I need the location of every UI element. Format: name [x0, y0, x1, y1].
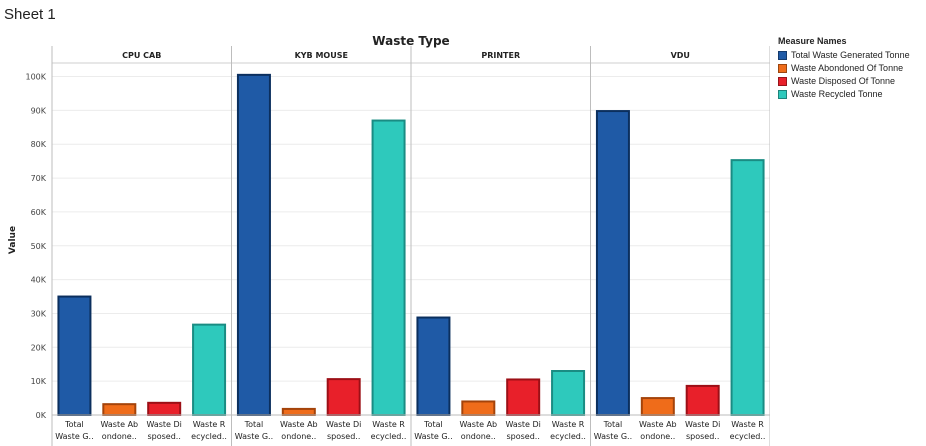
x-tick-label: ecycled.. — [371, 432, 407, 441]
y-tick-label: 80K — [31, 140, 47, 149]
x-tick-label: Total — [64, 420, 84, 429]
x-tick-label: Total — [603, 420, 623, 429]
y-tick-label: 70K — [31, 174, 47, 183]
x-tick-label: Waste G.. — [594, 432, 632, 441]
x-tick-label: Waste G.. — [55, 432, 93, 441]
y-tick-label: 60K — [31, 208, 47, 217]
x-tick-label: ondone.. — [281, 432, 316, 441]
x-tick-label: ecycled.. — [550, 432, 586, 441]
legend-label: Waste Abondoned Of Tonne — [791, 63, 904, 73]
y-tick-label: 30K — [31, 309, 47, 318]
chart-title: Waste Type — [372, 34, 449, 48]
x-tick-label: ecycled.. — [191, 432, 227, 441]
x-tick-label: ecycled.. — [730, 432, 766, 441]
x-tick-label: Waste R — [552, 420, 585, 429]
bar — [102, 403, 137, 416]
legend-items: Total Waste Generated Tonne Waste Abondon… — [778, 50, 923, 99]
legend-item: Total Waste Generated Tonne — [778, 50, 923, 60]
x-tick-label: Waste G.. — [235, 432, 273, 441]
bars — [57, 73, 765, 417]
x-tick-label: Total — [244, 420, 264, 429]
y-tick-label: 50K — [31, 242, 47, 251]
x-tick-label: sposed.. — [147, 432, 180, 441]
x-tick-label: sposed.. — [686, 432, 719, 441]
x-tick-label: Waste Di — [326, 420, 361, 429]
y-tick-label: 20K — [31, 343, 47, 352]
bar — [326, 378, 361, 416]
y-tick-label: 40K — [31, 276, 47, 285]
bar — [551, 370, 586, 416]
x-tick-label: Waste R — [372, 420, 405, 429]
panel-header: KYB MOUSE — [295, 51, 348, 60]
x-tick-label: Total — [423, 420, 443, 429]
legend-item: Waste Recycled Tonne — [778, 89, 923, 99]
x-tick-label: sposed.. — [327, 432, 360, 441]
bar — [640, 397, 675, 417]
x-tick-label: Waste Ab — [460, 420, 498, 429]
x-tick-label: ondone.. — [102, 432, 137, 441]
panel-header: PRINTER — [481, 51, 520, 60]
x-tick-label: Waste Di — [505, 420, 540, 429]
x-tick-label: ondone.. — [461, 432, 496, 441]
legend-swatch — [778, 76, 787, 86]
legend-label: Waste Recycled Tonne — [791, 89, 883, 99]
y-tick-label: 90K — [31, 106, 47, 115]
waste-type-chart: Waste Type 0K 10K 20K 30K 40K 50K 60K 70K 80K 90K… — [8, 34, 770, 446]
y-tick-label: 100K — [25, 73, 46, 82]
x-tick-label: Waste Ab — [639, 420, 677, 429]
bar — [147, 401, 182, 417]
bar — [236, 73, 271, 416]
legend-swatch — [778, 50, 787, 60]
x-tick-label: Waste G.. — [414, 432, 452, 441]
x-tick-label: Waste Di — [146, 420, 181, 429]
x-tick-label: Waste R — [731, 420, 764, 429]
bar — [506, 378, 541, 417]
x-tick-label: ondone.. — [640, 432, 675, 441]
legend: Measure Names Total Waste Generated Tonn… — [778, 36, 923, 102]
x-tick-label: sposed.. — [506, 432, 539, 441]
legend-label: Waste Disposed Of Tonne — [791, 76, 896, 86]
x-tick-label: Waste Di — [685, 420, 720, 429]
legend-item: Waste Disposed Of Tonne — [778, 76, 923, 86]
bar — [461, 400, 496, 417]
x-tick-label: Waste R — [193, 420, 226, 429]
labels: 0K 10K 20K 30K 40K 50K 60K 70K 80K 90K 100K CPU CAB… — [25, 51, 765, 441]
bar — [192, 323, 227, 416]
y-tick-label: 10K — [31, 377, 47, 386]
bar — [281, 407, 316, 416]
bar — [57, 295, 92, 416]
legend-item: Waste Abondoned Of Tonne — [778, 63, 923, 73]
legend-label: Total Waste Generated Tonne — [791, 50, 910, 60]
bar — [595, 110, 630, 417]
legend-swatch — [778, 89, 787, 99]
panel-frames — [51, 46, 770, 446]
sheet-title: Sheet 1 — [4, 6, 56, 23]
bar — [730, 159, 765, 416]
panel-header: VDU — [671, 51, 690, 60]
bar — [685, 384, 720, 416]
panel-header: CPU CAB — [122, 51, 161, 60]
y-tick-label: 0K — [36, 411, 47, 420]
bar — [416, 316, 451, 416]
legend-title: Measure Names — [778, 36, 847, 46]
x-tick-label: Waste Ab — [280, 420, 318, 429]
bar — [371, 119, 406, 417]
legend-swatch — [778, 63, 787, 73]
y-axis-title: Value — [8, 226, 18, 254]
x-tick-label: Waste Ab — [101, 420, 139, 429]
